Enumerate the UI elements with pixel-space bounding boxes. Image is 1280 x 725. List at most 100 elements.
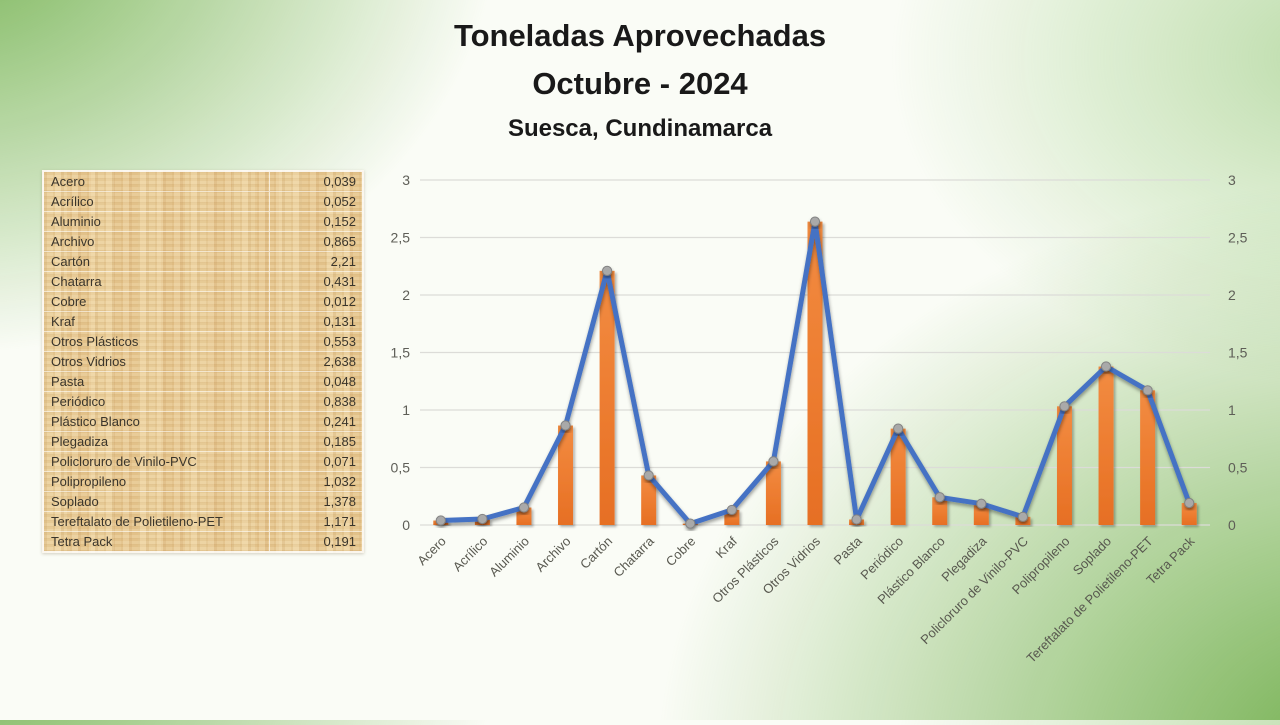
- table-row: Pasta 0,048: [44, 371, 362, 391]
- material-value-cell: 0,865: [323, 234, 356, 249]
- data-point-marker: [643, 470, 654, 481]
- material-value-cell: 0,431: [323, 274, 356, 289]
- data-point-marker: [851, 514, 862, 525]
- material-value-cell: 0,185: [323, 434, 356, 449]
- material-value-cell: 0,191: [323, 534, 356, 549]
- x-axis-label: Chatarra: [610, 533, 657, 580]
- data-point-marker: [934, 492, 945, 503]
- material-value-cell: 1,378: [323, 494, 356, 509]
- x-axis-label: Aluminio: [486, 534, 532, 580]
- table-row: Chatarra 0,431: [44, 271, 362, 291]
- y-axis-label-right: 1: [1228, 402, 1236, 418]
- table-row: Aluminio 0,152: [44, 211, 362, 231]
- data-point-marker: [1184, 497, 1195, 509]
- data-point-marker: [685, 518, 696, 529]
- material-value-cell: 0,039: [323, 174, 356, 189]
- y-axis-label-left: 2,5: [391, 230, 411, 246]
- slide-subtitle: Suesca, Cundinamarca: [507, 115, 773, 142]
- y-axis-label-right: 1,5: [1228, 345, 1248, 361]
- table-row: Acero 0,039: [44, 172, 362, 191]
- material-name-cell: Aluminio: [44, 212, 270, 231]
- x-axis-label: Cobre: [663, 534, 699, 570]
- material-value-cell: 2,638: [323, 354, 356, 369]
- material-value-cell: 1,032: [323, 474, 356, 489]
- material-name-cell: Periódico: [44, 392, 270, 411]
- material-value-cell: 0,241: [323, 414, 356, 429]
- table-row: Otros Plásticos 0,553: [44, 331, 362, 351]
- material-name-cell: Otros Plásticos: [44, 332, 270, 351]
- data-point-marker: [1059, 401, 1070, 412]
- data-point-marker: [518, 502, 530, 513]
- x-axis-label: Acrílico: [450, 534, 491, 575]
- data-point-marker: [435, 515, 446, 526]
- table-row: Tereftalato de Polietileno-PET 1,171: [44, 511, 362, 531]
- table-row: Plegadiza 0,185: [44, 431, 362, 451]
- bar: [1098, 366, 1114, 525]
- material-name-cell: Acrílico: [44, 192, 270, 211]
- bar: [1140, 390, 1156, 525]
- bar: [807, 221, 823, 525]
- y-axis-label-left: 1: [402, 402, 410, 418]
- material-name-cell: Pasta: [44, 372, 270, 391]
- y-axis-label-left: 3: [402, 172, 410, 188]
- table-row: Periódico 0,838: [44, 391, 362, 411]
- material-value-cell: 0,838: [323, 394, 356, 409]
- table-row: Archivo 0,865: [44, 231, 362, 251]
- material-name-cell: Soplado: [44, 492, 270, 511]
- y-axis-label-right: 2: [1228, 287, 1236, 303]
- data-point-marker: [602, 265, 613, 276]
- material-name-cell: Tereftalato de Polietileno-PET: [44, 512, 270, 531]
- y-axis-label-left: 2: [402, 287, 410, 303]
- data-point-marker: [893, 423, 904, 434]
- x-axis-label: Cartón: [577, 534, 615, 572]
- material-name-cell: Polipropileno: [44, 472, 270, 491]
- material-value-cell: 0,152: [323, 214, 356, 229]
- slide-title-line-1: Toneladas Aprovechadas: [453, 18, 827, 53]
- bar: [890, 428, 906, 525]
- data-point-marker: [477, 513, 488, 525]
- material-name-cell: Cobre: [44, 292, 270, 311]
- y-axis-label-left: 0: [402, 517, 410, 533]
- materials-table: Acero 0,039 Acrílico 0,052 Aluminio 0,152 Arch…: [42, 170, 364, 553]
- y-axis-label-left: 0,5: [391, 460, 411, 476]
- material-name-cell: Chatarra: [44, 272, 270, 291]
- bar: [1181, 503, 1197, 525]
- y-axis-label-right: 2,5: [1228, 230, 1248, 246]
- y-axis-label-right: 3: [1228, 172, 1236, 188]
- material-name-cell: Tetra Pack: [44, 532, 270, 551]
- data-point-marker: [1017, 511, 1028, 522]
- bar: [599, 270, 615, 525]
- material-name-cell: Cartón: [44, 252, 270, 271]
- material-name-cell: Otros Vidrios: [44, 352, 270, 371]
- x-axis-label: Kraf: [712, 533, 740, 561]
- x-axis-label: Pasta: [831, 533, 866, 568]
- data-point-marker: [1100, 361, 1112, 372]
- material-name-cell: Plástico Blanco: [44, 412, 270, 431]
- material-name-cell: Plegadiza: [44, 432, 270, 451]
- material-value-cell: 0,071: [323, 454, 356, 469]
- material-value-cell: 0,052: [323, 194, 356, 209]
- table-row: Polipropileno 1,032: [44, 471, 362, 491]
- material-name-cell: Policloruro de Vinilo-PVC: [44, 452, 270, 471]
- material-value-cell: 1,171: [323, 514, 356, 529]
- table-row: Soplado 1,378: [44, 491, 362, 511]
- bar: [765, 461, 781, 525]
- x-axis-label: Acero: [414, 534, 449, 569]
- data-point-marker: [976, 498, 987, 509]
- material-name-cell: Acero: [44, 172, 270, 191]
- material-value-cell: 2,21: [330, 254, 356, 269]
- toneladas-chart: 0 0 0,5 0,5 1 1 1,5 1,5 2 2 2,5 2,5 3 3 Acero Acrílico A…: [370, 168, 1280, 720]
- material-name-cell: Kraf: [44, 312, 270, 331]
- y-axis-label-left: 1,5: [391, 345, 411, 361]
- bar: [516, 507, 532, 525]
- bar: [932, 497, 948, 525]
- table-row: Tetra Pack 0,191: [44, 531, 362, 551]
- data-point-marker: [768, 456, 779, 467]
- data-point-marker: [560, 420, 571, 431]
- table-row: Acrílico 0,052: [44, 191, 362, 211]
- slide-title-line-2: Octubre - 2024: [532, 66, 748, 101]
- material-value-cell: 0,553: [323, 334, 356, 349]
- data-point-marker: [726, 504, 737, 516]
